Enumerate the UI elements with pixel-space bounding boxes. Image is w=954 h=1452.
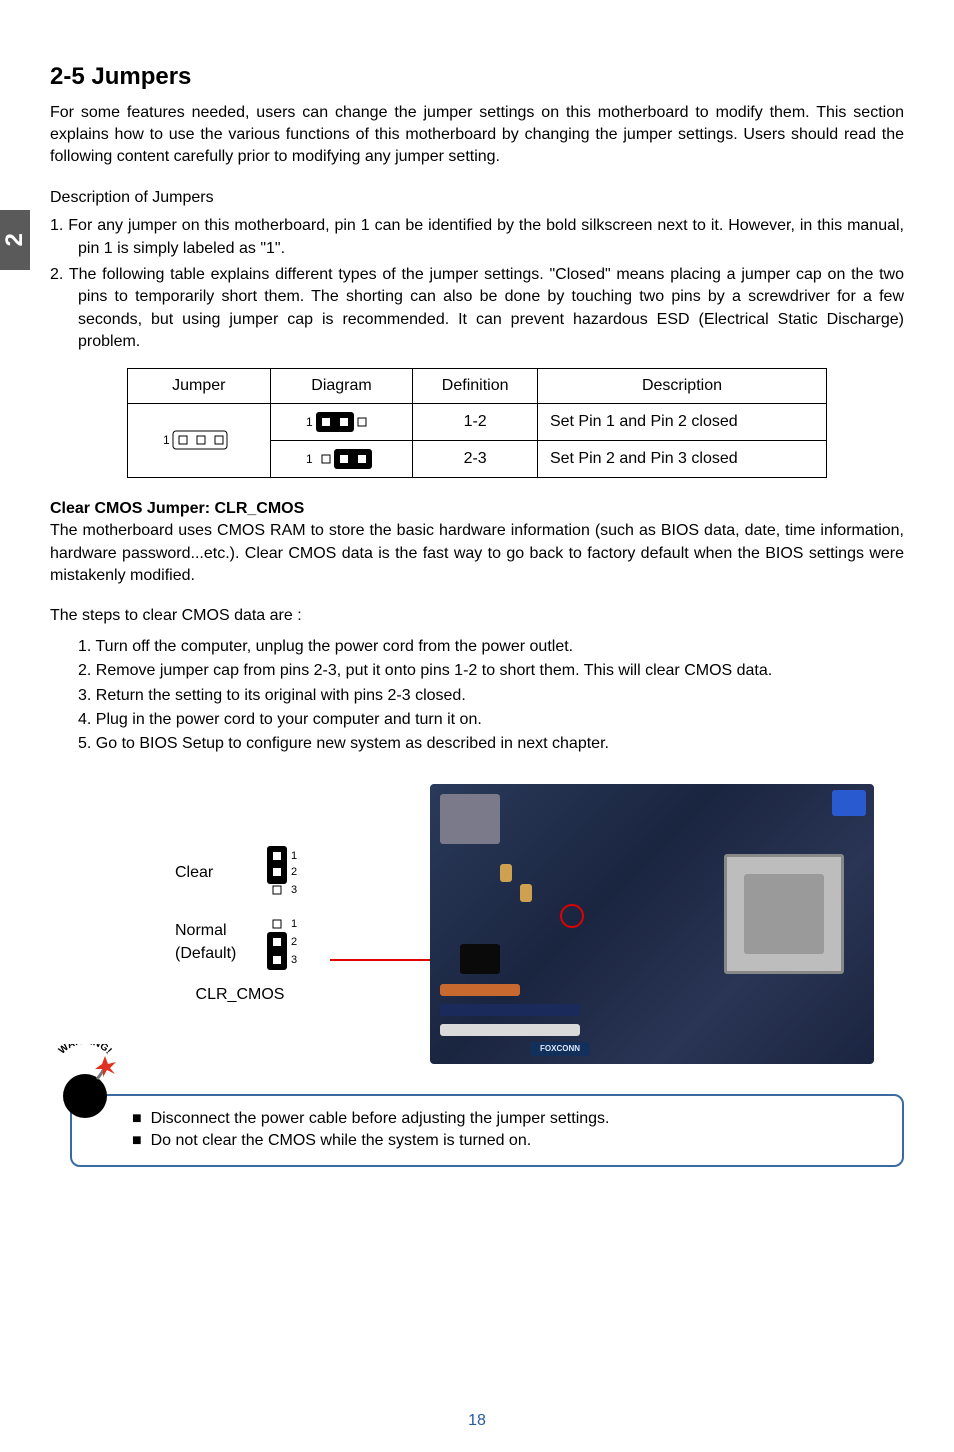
jumper-header-diagram: 1 [159, 428, 239, 452]
motherboard-image: FOXCONN [430, 784, 874, 1064]
warning-inner: ■ Disconnect the power cable before adju… [70, 1094, 904, 1167]
capacitor-1 [500, 864, 512, 882]
cmos-normal-row: Normal (Default) 1 2 3 [50, 914, 430, 972]
callout-circle [560, 904, 584, 928]
desc-item-2: 2. The following table explains differen… [50, 264, 904, 354]
cell-def-23: 2-3 [413, 440, 538, 477]
cell-def-12: 1-2 [413, 403, 538, 440]
svg-text:3: 3 [291, 884, 297, 896]
th-description: Description [537, 368, 826, 403]
cell-diagram-23: 1 [270, 440, 413, 477]
cmos-name-label: CLR_CMOS [50, 984, 430, 1006]
desc-item-1: 1. For any jumper on this motherboard, p… [50, 215, 904, 260]
step-5: 5. Go to BIOS Setup to configure new sys… [50, 733, 904, 755]
pci-slot-2 [440, 1004, 580, 1016]
warning-badge: WARNING! [45, 1044, 125, 1124]
svg-text:2: 2 [291, 936, 297, 948]
pci-slot-1 [440, 984, 520, 996]
svg-text:1: 1 [291, 850, 297, 862]
desc-heading: Description of Jumpers [50, 187, 904, 209]
chapter-tab: 2 [0, 210, 30, 270]
svg-text:1: 1 [306, 452, 313, 466]
cmos-normal-label: Normal (Default) [175, 920, 265, 965]
normal-text-2: (Default) [175, 945, 236, 962]
normal-text-1: Normal [175, 922, 227, 939]
cmos-normal-diagram: 1 2 3 [265, 914, 305, 972]
cmos-diagram-section: Clear 1 2 3 Normal (Default) [50, 784, 904, 1064]
io-shield [440, 794, 500, 844]
cmos-clear-row: Clear 1 2 3 [50, 844, 430, 902]
warning-item-2: ■ Do not clear the CMOS while the system… [132, 1130, 890, 1152]
capacitor-2 [520, 884, 532, 902]
cmos-paragraph: The motherboard uses CMOS RAM to store t… [50, 520, 904, 587]
pin1-label: 1 [163, 433, 170, 447]
cmos-clear-label: Clear [175, 862, 265, 884]
steps-heading: The steps to clear CMOS data are : [50, 605, 904, 627]
svg-text:1: 1 [306, 415, 313, 429]
jumper-diagram-23: 1 [302, 447, 382, 471]
table-row: 1 1 [128, 403, 827, 440]
vga-port [832, 790, 866, 816]
th-definition: Definition [413, 368, 538, 403]
warning-text-2: Do not clear the CMOS while the system i… [151, 1132, 532, 1149]
cell-desc-23: Set Pin 2 and Pin 3 closed [537, 440, 826, 477]
warning-text: WARNING! [57, 1044, 114, 1057]
page-number: 18 [0, 1410, 954, 1432]
jumper-table: Jumper Diagram Definition Description 1 [127, 368, 827, 478]
cmos-left-column: Clear 1 2 3 Normal (Default) [50, 784, 430, 1006]
cell-diagram-12: 1 [270, 403, 413, 440]
svg-text:2: 2 [291, 866, 297, 878]
th-jumper: Jumper [128, 368, 271, 403]
intro-paragraph: For some features needed, users can chan… [50, 102, 904, 169]
step-4: 4. Plug in the power cord to your comput… [50, 709, 904, 731]
pci-slot-3 [440, 1024, 580, 1036]
spark-icon [95, 1056, 116, 1077]
svg-text:WARNING!: WARNING! [57, 1044, 114, 1057]
th-diagram: Diagram [270, 368, 413, 403]
cmos-clear-diagram: 1 2 3 [265, 844, 305, 902]
warning-box: WARNING! ■ Disconnect the power cable be… [50, 1094, 904, 1167]
chapter-number: 2 [0, 233, 32, 246]
step-1: 1. Turn off the computer, unplug the pow… [50, 636, 904, 658]
cmos-heading: Clear CMOS Jumper: CLR_CMOS [50, 498, 904, 520]
chipset [460, 944, 500, 974]
table-header-row: Jumper Diagram Definition Description [128, 368, 827, 403]
warning-item-1: ■ Disconnect the power cable before adju… [132, 1108, 890, 1130]
page-content: 2-5 Jumpers For some features needed, us… [0, 0, 954, 1207]
cell-desc-12: Set Pin 1 and Pin 2 closed [537, 403, 826, 440]
cell-jumper: 1 [128, 403, 271, 477]
svg-text:3: 3 [291, 954, 297, 966]
jumper-diagram-12: 1 [302, 410, 382, 434]
cpu-socket-inner [744, 874, 824, 954]
step-2: 2. Remove jumper cap from pins 2-3, put … [50, 660, 904, 682]
warning-text-1: Disconnect the power cable before adjust… [151, 1110, 610, 1127]
foxconn-logo: FOXCONN [530, 1042, 590, 1056]
svg-text:1: 1 [291, 918, 297, 930]
step-3: 3. Return the setting to its original wi… [50, 685, 904, 707]
section-title: 2-5 Jumpers [50, 60, 904, 94]
